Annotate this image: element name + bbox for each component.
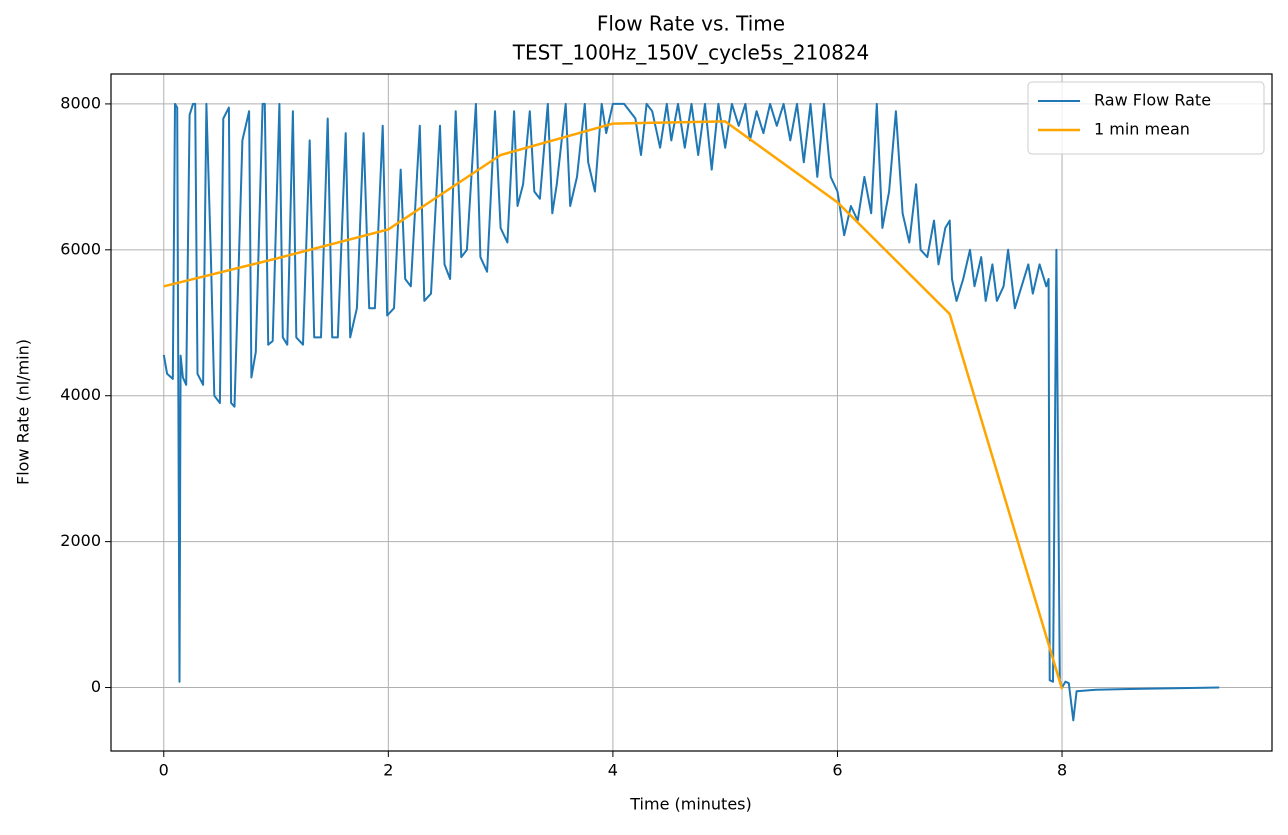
y-axis-label: Flow Rate (nl/min) <box>14 339 33 485</box>
x-tick-label: 4 <box>608 761 618 780</box>
plot-frame <box>110 73 1273 752</box>
x-tick-label: 0 <box>159 761 169 780</box>
chart-subtitle: TEST_100Hz_150V_cycle5s_210824 <box>512 41 870 65</box>
y-tick-label: 6000 <box>60 239 101 258</box>
chart-title: Flow Rate vs. Time <box>597 12 785 36</box>
y-tick-label: 2000 <box>60 531 101 550</box>
x-tick-label: 6 <box>832 761 842 780</box>
legend-box <box>1027 81 1265 155</box>
series-line <box>162 102 1220 722</box>
legend-label: 1 min mean <box>1094 120 1190 139</box>
y-tick-label: 4000 <box>60 385 101 404</box>
x-axis-label: Time (minutes) <box>629 795 752 814</box>
series-line <box>163 120 1064 690</box>
y-tick-label: 0 <box>91 677 101 696</box>
legend-label: Raw Flow Rate <box>1094 91 1211 110</box>
legend: Raw Flow Rate 1 min mean <box>1027 81 1265 155</box>
x-tick-label: 2 <box>383 761 393 780</box>
y-tick-label: 8000 <box>60 93 101 112</box>
x-tick-label: 8 <box>1057 761 1067 780</box>
